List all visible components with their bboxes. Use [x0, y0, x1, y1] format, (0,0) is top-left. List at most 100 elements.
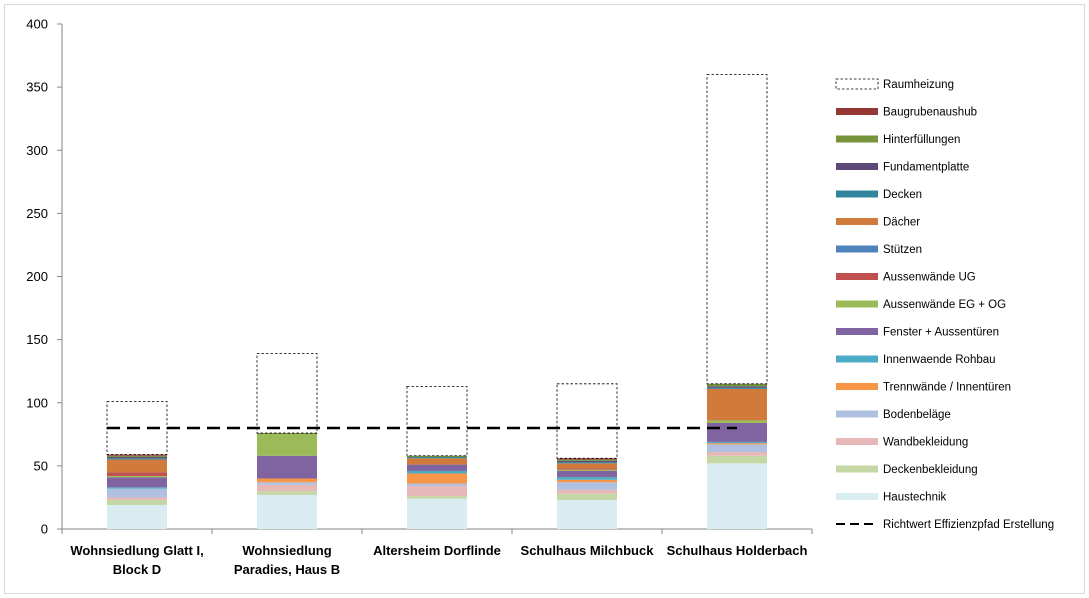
bar-segment — [707, 441, 767, 444]
bar-segment — [257, 484, 317, 492]
bar-segment — [407, 457, 467, 459]
bar-segment — [257, 478, 317, 483]
category-label: Wohnsiedlung Glatt I, — [70, 543, 203, 558]
bar-segment — [707, 455, 767, 464]
legend-swatch — [836, 245, 878, 253]
bar-segment — [407, 498, 467, 529]
category-label: Paradies, Haus B — [234, 562, 340, 577]
bar-segment — [107, 487, 167, 489]
legend-label: Innenwaende Rohbau — [883, 354, 996, 366]
bar-segment — [557, 470, 617, 478]
legend-swatch — [836, 465, 878, 473]
bar-segment — [407, 455, 467, 458]
y-tick-label: 350 — [26, 80, 48, 95]
legend-swatch — [836, 300, 878, 308]
legend-label: Deckenbekleidung — [883, 464, 978, 476]
bar-segment — [557, 459, 617, 461]
legend-label: Fundamentplatte — [883, 162, 969, 174]
category-label: Schulhaus Milchbuck — [521, 543, 655, 558]
legend-swatch — [836, 135, 878, 143]
legend-label: Trennwände / Innentüren — [883, 382, 1011, 394]
bar-segment — [407, 496, 467, 499]
y-tick-label: 200 — [26, 269, 48, 284]
y-tick-label: 100 — [26, 395, 48, 410]
bar-segment — [107, 457, 167, 459]
bar-segment — [107, 459, 167, 473]
y-tick-label: 400 — [26, 17, 48, 32]
bar-segment — [557, 460, 617, 463]
bar-segment — [406, 385, 468, 457]
chart-frame — [4, 4, 1085, 594]
legend-swatch — [836, 190, 878, 198]
bar-segment — [407, 470, 467, 474]
bar-segment — [107, 505, 167, 529]
bar-segment — [707, 443, 767, 445]
bar-segment — [557, 489, 617, 494]
legend-label: Wandbekleidung — [883, 437, 968, 449]
category-label: Altersheim Dorflinde — [373, 543, 501, 558]
bar-segment — [556, 383, 618, 459]
bar-segment — [107, 458, 167, 460]
bar-segment — [707, 388, 767, 421]
bar-segment — [107, 488, 167, 498]
bar-segment — [707, 387, 767, 389]
bar-segment — [257, 482, 317, 485]
bar-segment — [557, 482, 617, 490]
bar-segment — [257, 455, 317, 479]
bar-segment — [707, 422, 767, 442]
bar-segment — [557, 477, 617, 480]
legend-swatch — [836, 328, 878, 335]
bar-segment — [107, 455, 167, 458]
bar-segment — [557, 462, 617, 464]
legend-swatch — [835, 78, 879, 90]
x-axis: Wohnsiedlung Glatt I, Block D Wohnsiedlung… — [61, 528, 813, 577]
bar-segment — [707, 463, 767, 529]
legend-swatch — [836, 355, 878, 363]
bars — [106, 74, 768, 529]
bar-segment — [407, 483, 467, 487]
bar-segment — [107, 472, 167, 476]
bar-segment — [707, 420, 767, 423]
legend-label: Bodenbeläge — [883, 409, 951, 421]
bar-segment — [407, 486, 467, 497]
bar-segment — [557, 469, 617, 471]
legend-label: Raumheizung — [883, 79, 954, 91]
bar-segment — [707, 383, 767, 387]
y-tick-label: 300 — [26, 143, 48, 158]
legend-label: Aussenwände EG + OG — [883, 299, 1006, 311]
bar-segment — [107, 454, 167, 456]
legend: Raumheizung Baugrubenaushub Hinterfüllunge… — [835, 78, 1054, 531]
legend-swatch — [836, 108, 878, 115]
legend-label: Haustechnik — [883, 492, 947, 504]
bar-segment — [706, 74, 768, 385]
bar-segment — [107, 499, 167, 506]
bar-segment — [107, 497, 167, 500]
bar-segment — [557, 493, 617, 500]
legend-label: Baugrubenaushub — [883, 107, 977, 119]
y-tick-label: 250 — [26, 206, 48, 221]
legend-swatch — [836, 438, 878, 445]
legend-swatch — [836, 163, 878, 170]
bar-segment — [407, 458, 467, 465]
bar-segment — [557, 499, 617, 529]
legend-label: Hinterfüllungen — [883, 134, 960, 146]
y-axis: 0 50 100 150 200 250 300 350 400 — [26, 17, 63, 537]
bar-segment — [407, 473, 467, 484]
y-tick-label: 150 — [26, 332, 48, 347]
bar-segment — [707, 451, 767, 456]
legend-swatch — [836, 218, 878, 225]
bar-segment — [557, 479, 617, 483]
legend-label: Dächer — [883, 217, 920, 229]
legend-swatch — [836, 410, 878, 418]
bar-segment — [257, 433, 317, 435]
bar-segment — [707, 386, 767, 388]
bar-segment — [407, 464, 467, 471]
bar-segment — [557, 458, 617, 460]
legend-label: Decken — [883, 189, 922, 201]
category-label: Schulhaus Holderbach — [667, 543, 808, 558]
legend-label: Aussenwände UG — [883, 272, 976, 284]
legend-swatch — [836, 493, 878, 500]
legend-label: Fenster + Aussentüren — [883, 327, 999, 339]
bar-segment — [256, 353, 318, 434]
